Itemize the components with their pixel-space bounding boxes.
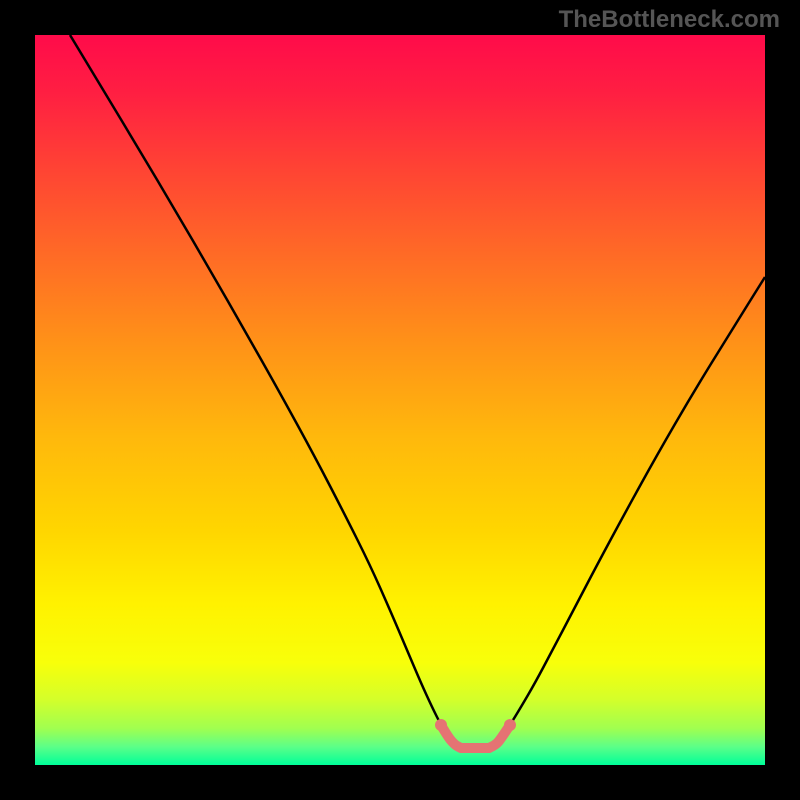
chart-svg [35,35,765,765]
gradient-background [35,35,765,765]
watermark-text: TheBottleneck.com [559,6,780,34]
plot-area [35,35,765,765]
